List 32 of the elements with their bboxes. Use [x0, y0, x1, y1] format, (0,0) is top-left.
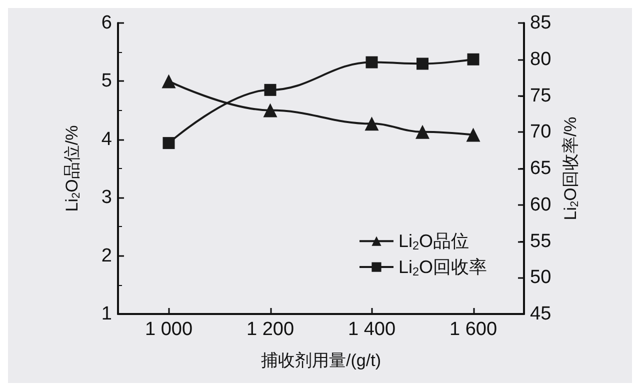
- y2-tick-label: 60: [530, 194, 552, 216]
- y2-tick-label: 45: [530, 304, 552, 324]
- point: [466, 128, 480, 142]
- point: [162, 137, 175, 150]
- point: [366, 56, 378, 68]
- x-tick-label: 1 200: [246, 319, 294, 340]
- y-tick-label: 6: [101, 12, 112, 34]
- y2-axis-title: Li2O回收率/%: [561, 116, 582, 220]
- point: [416, 58, 428, 70]
- y-tick-label: 3: [101, 187, 112, 208]
- y2-tick-label: 85: [530, 12, 552, 34]
- y2-tick-label: 80: [530, 48, 552, 70]
- point: [416, 124, 430, 139]
- y-tick-label: 2: [101, 245, 112, 266]
- x-tick-label: 1 400: [348, 319, 396, 340]
- y-tick-label: 5: [101, 70, 112, 92]
- y2-tick-label: 50: [530, 267, 552, 288]
- y-tick-label: 1: [101, 304, 112, 324]
- y2-tick-label: 65: [530, 158, 552, 179]
- point: [467, 53, 480, 66]
- x-tick-label: 1 600: [449, 319, 498, 340]
- y-tick-label: 4: [101, 128, 112, 150]
- x-axis-title: 捕收剂用量/(g/t): [261, 351, 381, 370]
- point: [263, 103, 278, 118]
- point: [264, 84, 276, 96]
- point: [162, 74, 176, 88]
- y2-tick-label: 75: [530, 85, 552, 106]
- y2-tick-label: 55: [530, 230, 552, 252]
- point: [364, 116, 379, 131]
- y2-tick-label: 70: [530, 122, 552, 143]
- x-tick-label: 1 000: [144, 319, 193, 340]
- y-axis-title: Li2O品位/%: [62, 125, 82, 212]
